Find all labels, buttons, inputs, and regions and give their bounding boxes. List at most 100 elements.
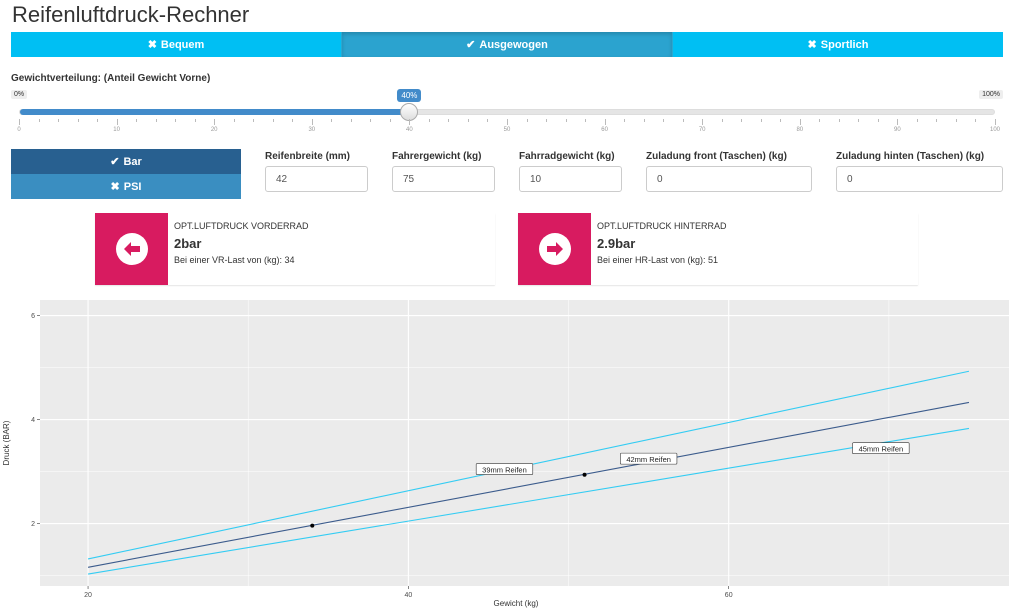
load-front-input[interactable]: 0 (646, 166, 812, 192)
slider-tick (643, 119, 645, 122)
slider-tick (702, 119, 704, 125)
slider-tick (897, 119, 899, 125)
slider-ticks: 0 10 20 30 40 50 60 70 80 90 100 (17, 119, 1000, 135)
y-tick-label: 4 (31, 417, 35, 424)
slider-tick (624, 119, 626, 122)
slider-tick (858, 119, 860, 122)
rider-weight-input[interactable]: 75 (392, 166, 495, 192)
check-icon: ✔ (110, 156, 120, 168)
bike-weight-field: Fahrradgewicht (kg) 10 (519, 151, 622, 192)
slider-tick-label: 100 (989, 127, 1001, 133)
series-label: 39mm Reifen (482, 466, 527, 475)
x-tick-label: 20 (84, 592, 92, 599)
slider-tick-label: 50 (503, 127, 511, 133)
plot-panel (40, 300, 1009, 586)
mode-ausgewogen-label: Ausgewogen (479, 38, 548, 51)
mode-bequem-label: Bequem (160, 38, 205, 51)
unit-bar-label: Bar (123, 155, 142, 168)
load-rear-input[interactable]: 0 (836, 166, 1003, 192)
slider-tick (955, 119, 957, 122)
slider-tick (682, 119, 684, 122)
rider-weight-label: Fahrergewicht (kg) (392, 151, 482, 162)
slider-tick-label: 70 (698, 127, 706, 133)
slider-tick (467, 119, 469, 122)
y-axis-label: Druck (BAR) (2, 420, 11, 465)
slider-tick-label: 80 (796, 127, 804, 133)
slider-tick (487, 119, 489, 122)
slider-tick (214, 119, 216, 125)
tire-width-input[interactable]: 42 (265, 166, 368, 192)
slider-value-badge: 40% (397, 89, 422, 102)
slider-tick (507, 119, 508, 125)
slider-tick (19, 119, 20, 125)
slider-fill (20, 109, 411, 115)
front-box-caption: OPT.LUFTDRUCK VORDERRAD (174, 221, 309, 231)
slider-tick (546, 119, 548, 122)
slider-tick (38, 119, 40, 122)
slider-tick (155, 119, 157, 122)
unit-toggle-group: ✔ Bar ✖ PSI (11, 149, 241, 199)
page-title: Reifenluftdruck-Rechner (12, 2, 250, 27)
times-icon: ✖ (147, 39, 157, 51)
load-front-label: Zuladung front (Taschen) (kg) (646, 151, 787, 162)
check-icon: ✔ (466, 39, 476, 51)
x-tick-label: 60 (725, 592, 733, 599)
bike-weight-input[interactable]: 10 (519, 166, 622, 192)
slider-tick (799, 119, 801, 125)
slider-tick (663, 119, 665, 122)
tire-width-label: Reifenbreite (mm) (265, 151, 351, 162)
y-tick-label: 6 (31, 313, 35, 320)
series-line (87, 401, 970, 568)
mode-sportlich-label: Sportlich (820, 38, 869, 51)
rear-box-subtext: Bei einer HR-Last von (kg): 51 (597, 255, 719, 265)
series-label: 45mm Reifen (859, 445, 904, 454)
slider-tick (331, 119, 333, 122)
unit-bar-button[interactable]: ✔ Bar (11, 149, 241, 174)
series-label-box (620, 452, 678, 465)
unit-psi-label: PSI (123, 180, 142, 193)
slider-tick (97, 119, 99, 122)
slider-tick (233, 119, 235, 122)
slider-tick (916, 119, 918, 122)
slider-tick (995, 119, 996, 125)
slider-tick (136, 119, 138, 122)
mode-bequem-button[interactable]: ✖ Bequem (11, 32, 342, 57)
unit-psi-button[interactable]: ✖ PSI (11, 174, 241, 199)
slider-tick (760, 119, 762, 122)
mode-toggle-group: ✖ Bequem ✔ Ausgewogen ✖ Sportlich (11, 32, 1003, 57)
pressure-chart: 39mm Reifen 42mm Reifen 45mm Reifen 20 40 60… (0, 295, 1024, 615)
weight-slider[interactable]: 0% 100% 40% 0 10 20 30 40 50 60 70 80 90 100 (11, 88, 1003, 136)
rear-pressure-box: OPT.LUFTDRUCK HINTERRAD 2.9bar Bei einer… (518, 213, 918, 285)
slider-tick (350, 119, 352, 122)
slider-tick (877, 119, 879, 122)
front-box-value: 2bar (174, 236, 202, 251)
front-box-subtext: Bei einer VR-Last von (kg): 34 (174, 255, 295, 265)
slider-tick-label: 90 (894, 127, 901, 133)
data-point (582, 472, 587, 477)
tire-width-field: Reifenbreite (mm) 42 (265, 151, 368, 192)
slider-tick (175, 119, 177, 122)
slider-tick (194, 119, 196, 122)
slider-tick (936, 119, 938, 122)
slider-track[interactable] (19, 109, 995, 115)
slider-tick (838, 119, 840, 122)
slider-tick (311, 119, 313, 125)
slider-tick-label: 20 (210, 127, 218, 133)
slider-tick (253, 119, 255, 122)
slider-tick-label: 60 (601, 127, 608, 133)
slider-tick (58, 119, 60, 122)
arrow-circle-right-icon (538, 233, 571, 265)
mode-ausgewogen-button[interactable]: ✔ Ausgewogen (342, 32, 673, 57)
slider-tick-label: 10 (113, 127, 120, 133)
times-icon: ✖ (807, 39, 817, 51)
slider-tick (819, 119, 821, 122)
load-front-field: Zuladung front (Taschen) (kg) 0 (646, 151, 812, 192)
slider-tick (116, 119, 118, 125)
slider-tick (272, 119, 274, 122)
slider-tick (448, 119, 450, 122)
rider-weight-field: Fahrergewicht (kg) 75 (392, 151, 495, 192)
mode-sportlich-button[interactable]: ✖ Sportlich (673, 32, 1003, 57)
x-axis-label: Gewicht (kg) (494, 599, 539, 608)
slider-tick-label: 0 (17, 127, 21, 133)
slider-tick-label: 40 (406, 127, 413, 133)
